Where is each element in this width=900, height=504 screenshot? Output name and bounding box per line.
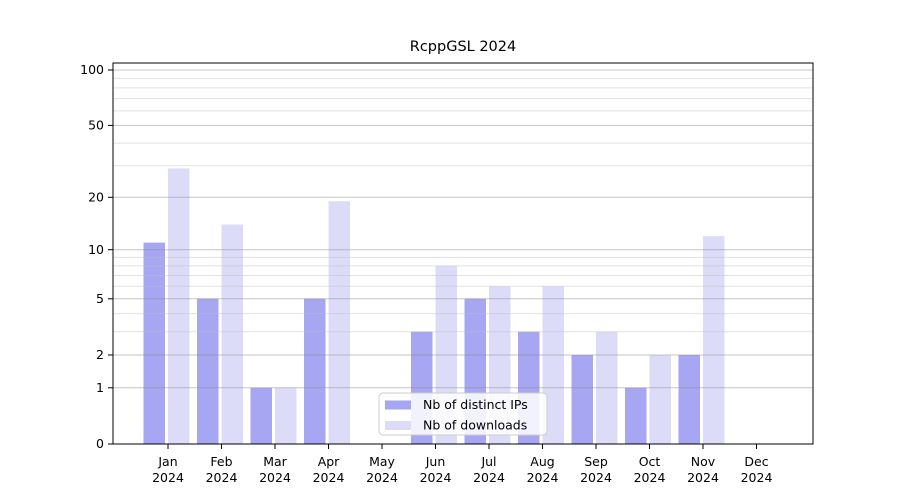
bar-distinct-ips-mar <box>250 387 272 444</box>
y-tick-label-50: 50 <box>88 118 104 133</box>
x-tick-label-year-apr: 2024 <box>313 470 345 485</box>
y-tick-label-2: 2 <box>96 347 104 362</box>
bar-downloads-jan <box>168 168 190 444</box>
x-tick-label-month-jun: Jun <box>425 454 446 469</box>
legend-label-distinct-ips: Nb of distinct IPs <box>423 397 528 412</box>
y-tick-label-0: 0 <box>96 436 104 451</box>
bar-downloads-mar <box>275 387 297 444</box>
x-tick-label-year-mar: 2024 <box>259 470 291 485</box>
bar-downloads-apr <box>328 201 350 444</box>
x-tick-label-year-jan: 2024 <box>152 470 184 485</box>
x-tick-label-month-may: May <box>369 454 395 469</box>
x-tick-label-month-aug: Aug <box>530 454 554 469</box>
chart-title: RcppGSL 2024 <box>410 39 516 55</box>
bar-distinct-ips-feb <box>197 298 219 444</box>
x-tick-label-year-nov: 2024 <box>687 470 719 485</box>
x-tick-label-month-jul: Jul <box>480 454 496 469</box>
bar-downloads-oct <box>649 355 671 444</box>
legend-swatch-distinct-ips <box>385 400 411 410</box>
x-tick-label-month-feb: Feb <box>210 454 232 469</box>
legend-label-downloads: Nb of downloads <box>423 418 527 433</box>
bar-downloads-aug <box>542 286 564 444</box>
y-tick-label-20: 20 <box>88 190 104 205</box>
bar-distinct-ips-nov <box>678 355 700 444</box>
bar-downloads-feb <box>221 224 243 444</box>
x-tick-label-year-jul: 2024 <box>473 470 505 485</box>
bar-distinct-ips-jan <box>143 242 165 444</box>
bar-downloads-nov <box>703 236 725 444</box>
x-tick-label-month-oct: Oct <box>639 454 661 469</box>
x-tick-label-year-feb: 2024 <box>206 470 238 485</box>
y-tick-label-100: 100 <box>80 62 104 77</box>
x-tick-label-year-jun: 2024 <box>420 470 452 485</box>
y-tick-label-5: 5 <box>96 291 104 306</box>
x-tick-label-month-sep: Sep <box>584 454 608 469</box>
plot-frame <box>112 62 814 445</box>
y-tick-label-10: 10 <box>88 242 104 257</box>
legend-box <box>378 392 548 436</box>
x-tick-label-month-apr: Apr <box>318 454 340 469</box>
x-tick-label-month-jan: Jan <box>157 454 177 469</box>
x-tick-label-year-dec: 2024 <box>741 470 773 485</box>
bar-distinct-ips-oct <box>625 387 647 444</box>
x-tick-label-year-may: 2024 <box>366 470 398 485</box>
legend-swatch-downloads <box>385 421 411 430</box>
bar-distinct-ips-sep <box>571 355 593 444</box>
x-tick-label-year-oct: 2024 <box>634 470 666 485</box>
x-tick-label-month-nov: Nov <box>691 454 716 469</box>
y-tick-label-1: 1 <box>96 380 104 395</box>
x-tick-label-year-sep: 2024 <box>580 470 612 485</box>
bar-distinct-ips-apr <box>304 298 326 444</box>
x-tick-label-year-aug: 2024 <box>527 470 559 485</box>
x-tick-label-month-dec: Dec <box>744 454 768 469</box>
x-tick-label-month-mar: Mar <box>263 454 287 469</box>
